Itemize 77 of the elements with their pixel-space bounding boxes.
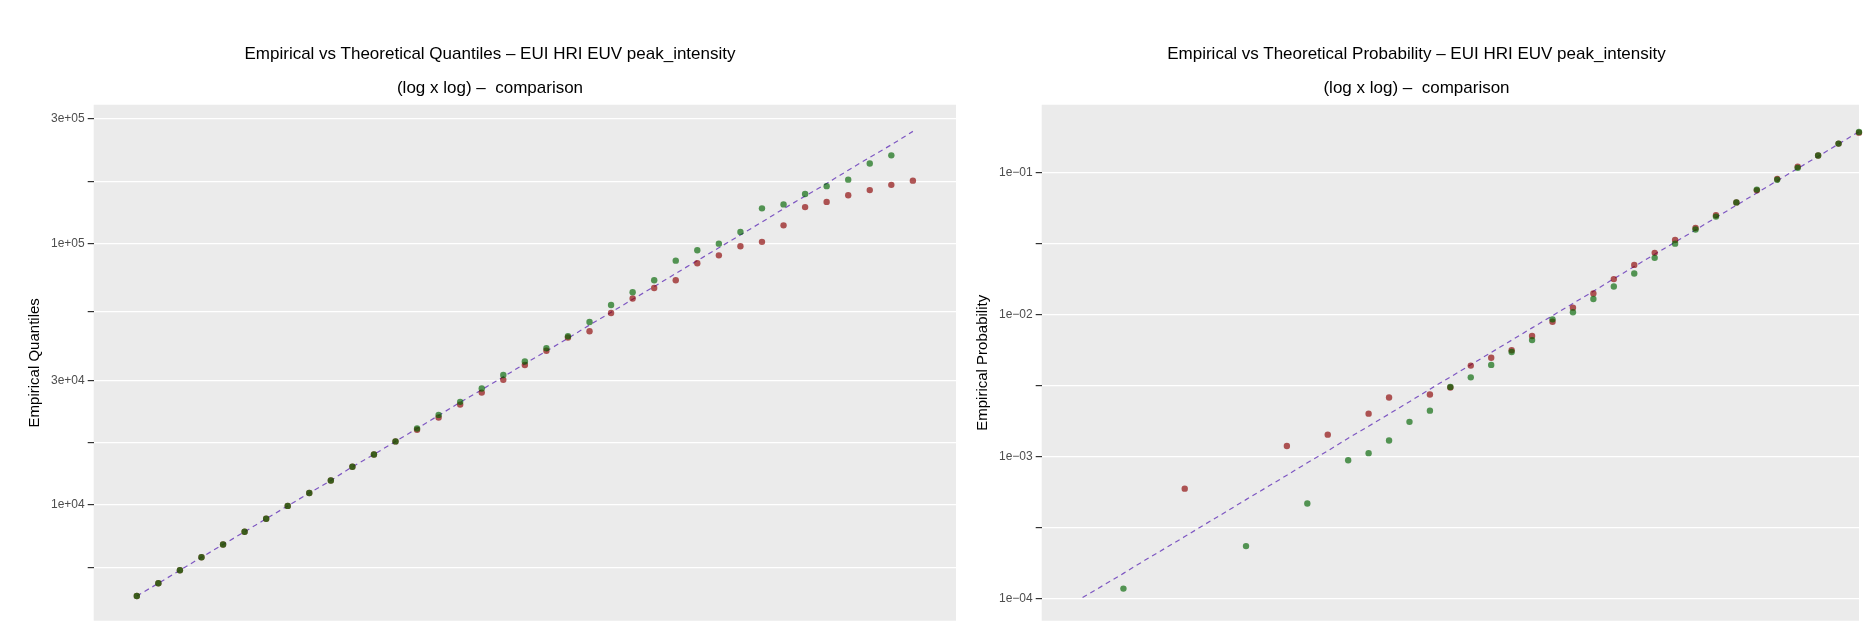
point xyxy=(823,198,830,206)
point xyxy=(1651,249,1658,257)
chart-subtitle: (log x log) – comparison xyxy=(1323,78,1510,98)
point xyxy=(758,205,766,212)
point xyxy=(737,228,744,236)
chart-title: Empirical vs Theoretical Quantiles – EUI HRI EUV peak_intensity xyxy=(244,43,736,63)
point xyxy=(1590,290,1597,297)
point xyxy=(1528,336,1536,344)
point xyxy=(1610,283,1618,290)
point xyxy=(629,295,636,302)
point xyxy=(1120,585,1127,592)
point xyxy=(801,190,809,198)
point xyxy=(672,257,679,264)
point xyxy=(1324,431,1331,438)
point xyxy=(629,288,636,296)
point xyxy=(1467,374,1474,381)
point xyxy=(1304,500,1311,507)
point xyxy=(758,238,766,246)
point xyxy=(715,240,723,247)
point xyxy=(694,246,701,254)
point xyxy=(1671,240,1679,247)
point xyxy=(1631,261,1638,269)
point xyxy=(651,277,658,284)
point xyxy=(1242,542,1250,550)
point xyxy=(586,318,593,326)
point xyxy=(1406,418,1413,426)
point xyxy=(1283,442,1291,450)
point xyxy=(1344,457,1352,464)
point xyxy=(694,260,701,267)
point xyxy=(888,181,895,189)
point xyxy=(1385,394,1393,401)
y-axis-title: Empirical Probability xyxy=(973,294,991,431)
point xyxy=(651,284,658,292)
point xyxy=(866,160,873,167)
point xyxy=(1385,437,1393,444)
y-tick-label: 1e−04 xyxy=(999,591,1034,606)
point xyxy=(1488,354,1495,361)
point xyxy=(1467,362,1474,369)
chart-title: Empirical vs Theoretical Probability – EUI HRI EUV peak_intensity xyxy=(1167,43,1667,63)
y-tick-label: 1e−01 xyxy=(999,164,1034,179)
point xyxy=(1590,295,1597,303)
point xyxy=(1365,410,1372,417)
point xyxy=(780,222,787,229)
point xyxy=(1365,449,1372,457)
point xyxy=(845,192,852,199)
point xyxy=(737,243,744,250)
point xyxy=(1426,391,1434,398)
point xyxy=(478,385,485,392)
point xyxy=(715,252,723,259)
point xyxy=(1181,485,1188,492)
point xyxy=(888,152,895,159)
point xyxy=(1569,309,1577,316)
y-tick-label: 1e−02 xyxy=(999,306,1034,321)
y-tick-label: 1e+05 xyxy=(51,235,86,250)
y-tick-label: 3e+05 xyxy=(51,111,86,126)
point xyxy=(801,203,809,211)
point xyxy=(845,176,852,183)
point xyxy=(586,328,593,335)
point xyxy=(607,309,615,317)
point xyxy=(607,301,615,309)
point xyxy=(1610,275,1618,283)
point xyxy=(866,186,873,194)
point xyxy=(1488,361,1495,369)
point xyxy=(1426,407,1434,414)
point xyxy=(1631,270,1638,277)
y-tick-label: 3e+04 xyxy=(51,372,86,387)
point xyxy=(500,371,507,379)
point xyxy=(521,358,529,365)
point xyxy=(909,177,917,184)
point xyxy=(672,277,679,284)
point xyxy=(780,201,787,208)
y-axis-title: Empirical Quantiles xyxy=(25,298,43,428)
y-tick-label: 1e−03 xyxy=(999,449,1034,464)
point xyxy=(1651,254,1658,262)
point xyxy=(823,182,830,190)
chart-subtitle: (log x log) – comparison xyxy=(396,78,584,98)
y-tick-label: 1e+04 xyxy=(51,497,86,512)
